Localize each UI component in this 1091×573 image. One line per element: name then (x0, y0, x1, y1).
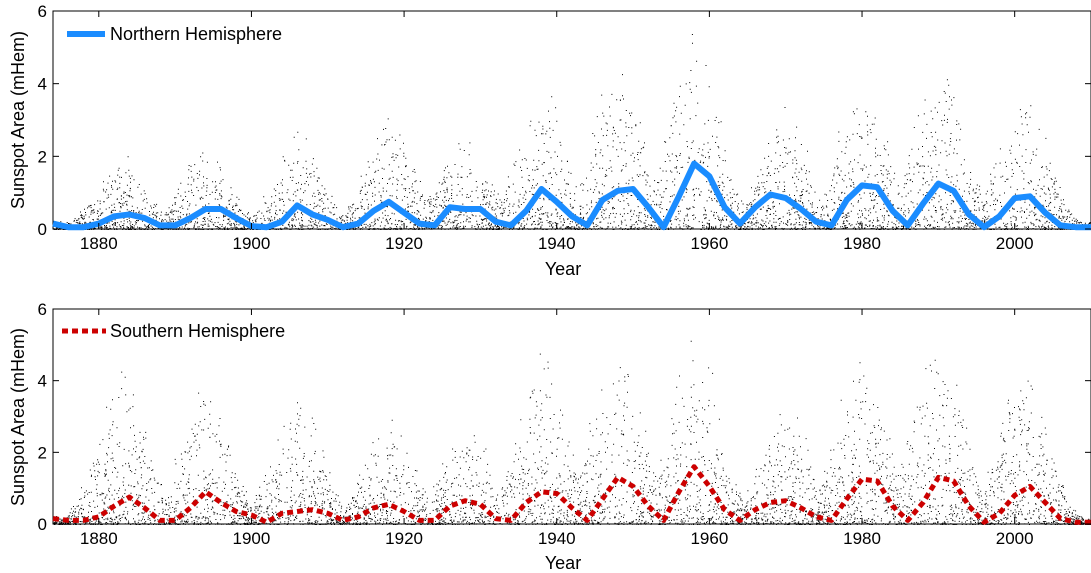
y-axis-label: Sunspot Area (mHem) (8, 31, 28, 209)
y-tick-label: 4 (38, 372, 47, 391)
y-axis-label: Sunspot Area (mHem) (8, 328, 28, 506)
southern-hemisphere-line (52, 464, 1091, 525)
x-tick-label: 1960 (690, 234, 728, 253)
y-tick-label: 4 (38, 75, 47, 94)
x-tick-label: 1980 (843, 529, 881, 548)
x-axis-label: Year (545, 259, 581, 279)
x-tick-label: 1880 (80, 529, 118, 548)
y-tick-label: 6 (38, 2, 47, 21)
legend-label-northern: Northern Hemisphere (110, 24, 282, 44)
legend: Northern Hemisphere (67, 24, 282, 44)
legend: Southern Hemisphere (62, 321, 285, 341)
x-tick-label: 2000 (996, 529, 1034, 548)
x-tick-label: 1960 (690, 529, 728, 548)
y-tick-label: 2 (38, 147, 47, 166)
y-tick-label: 6 (38, 300, 47, 319)
x-axis-label: Year (545, 553, 581, 573)
x-tick-label: 1940 (538, 234, 576, 253)
x-tick-label: 1920 (385, 234, 423, 253)
x-tick-label: 1880 (80, 234, 118, 253)
x-tick-label: 1940 (538, 529, 576, 548)
y-tick-label: 0 (38, 220, 47, 239)
x-tick-label: 2000 (996, 234, 1034, 253)
axis-ticks: 1880 1900 1920 1940 1960 1980 2000 0 2 4 6 (38, 2, 1091, 253)
northern-hemisphere-line (52, 160, 1091, 231)
y-tick-label: 2 (38, 443, 47, 462)
x-tick-label: 1980 (843, 234, 881, 253)
x-tick-label: 1900 (233, 234, 271, 253)
southern-hemisphere-plot: 1880 1900 1920 1940 1960 1980 2000 0 2 4 6 Souther… (8, 300, 1091, 573)
axis-ticks: 1880 1900 1920 1940 1960 1980 2000 0 2 4 6 (38, 300, 1091, 548)
x-tick-label: 1900 (233, 529, 271, 548)
northern-hemisphere-plot: 1880 1900 1920 1940 1960 1980 2000 0 2 4 6 Norther… (8, 2, 1091, 279)
legend-label-southern: Southern Hemisphere (110, 321, 285, 341)
y-tick-label: 0 (38, 515, 47, 534)
x-tick-label: 1920 (385, 529, 423, 548)
